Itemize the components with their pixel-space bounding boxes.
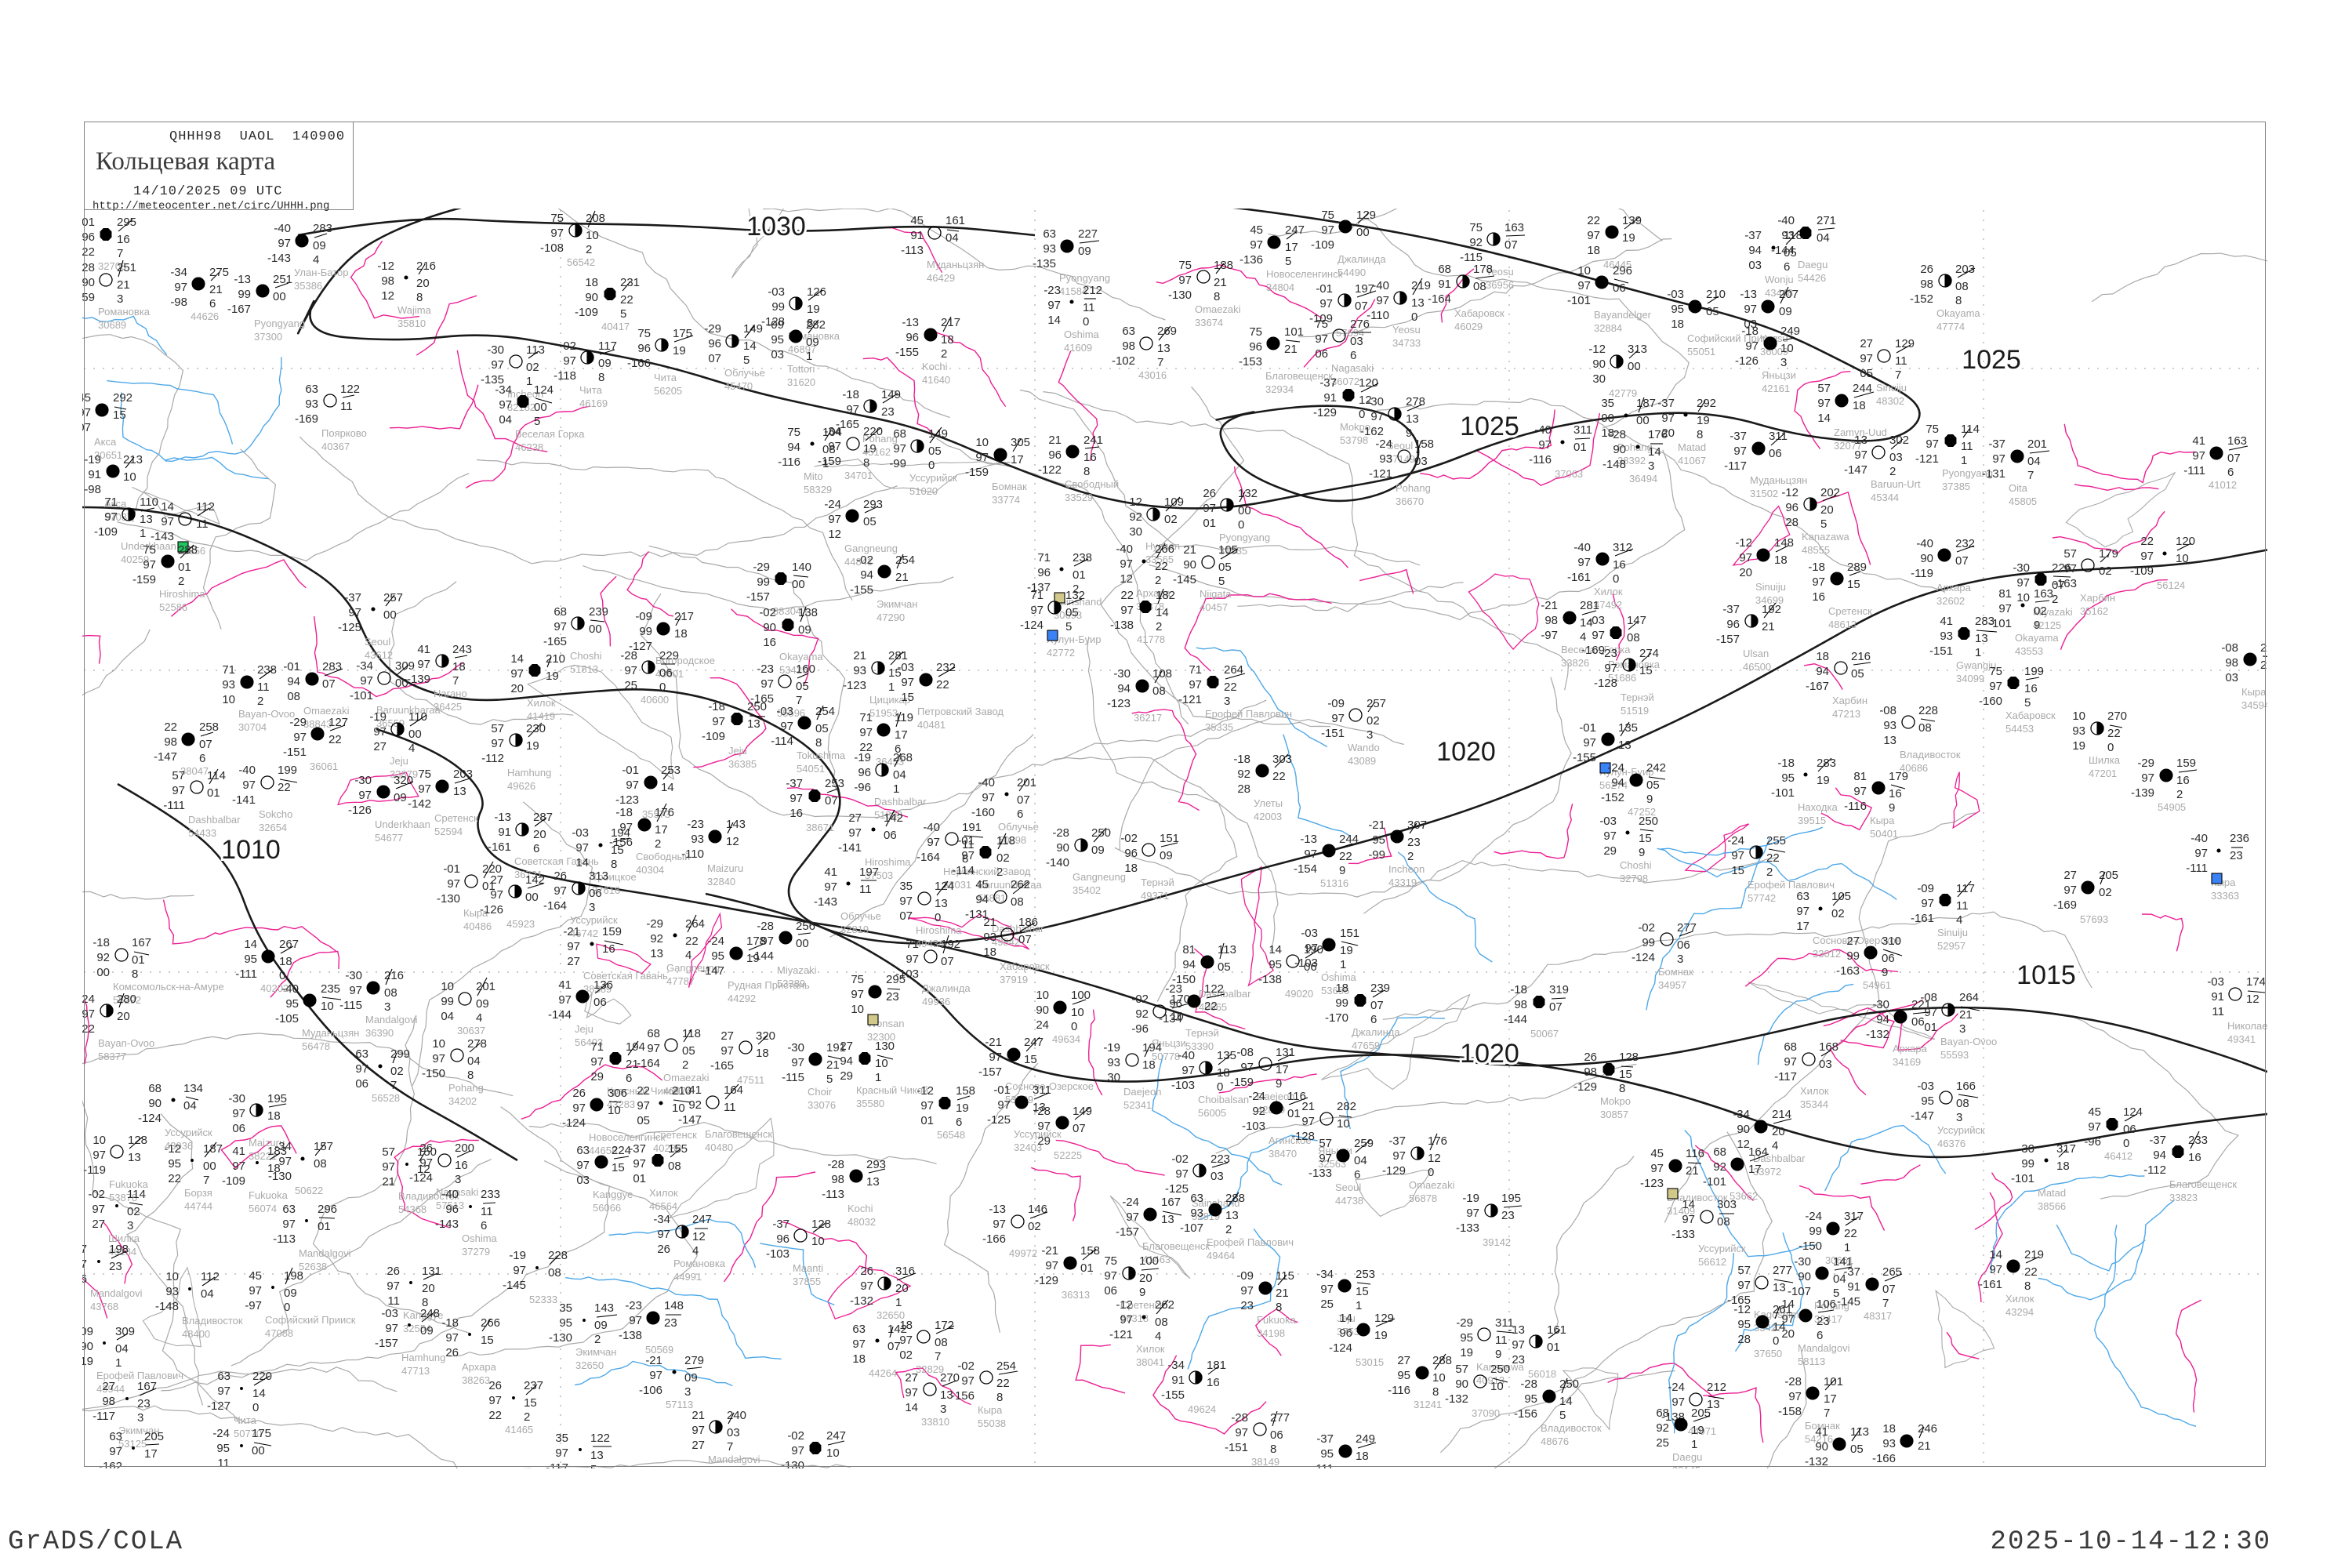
svg-text:38483: 38483 xyxy=(1899,1480,1927,1492)
svg-text:Свободный: Свободный xyxy=(1831,1470,1886,1482)
svg-text:57151: 57151 xyxy=(1831,1483,1860,1495)
svg-text:47419: 47419 xyxy=(572,1490,600,1501)
svg-text:Шилка: Шилка xyxy=(572,1476,604,1488)
svg-text:56675: 56675 xyxy=(708,1467,736,1479)
svg-text:Omaezaki: Omaezaki xyxy=(1337,1477,1383,1489)
svg-text:40471: 40471 xyxy=(233,1485,261,1497)
svg-text:34527: 34527 xyxy=(808,1487,836,1499)
svg-text:Hyesan: Hyesan xyxy=(125,1475,160,1486)
svg-text:Кыра: Кыра xyxy=(808,1474,833,1486)
svg-text:Pyongyang: Pyongyang xyxy=(233,1472,284,1483)
svg-text:Муданьцзян: Муданьцзян xyxy=(1899,1467,1956,1479)
svg-text:40937: 40937 xyxy=(125,1488,154,1500)
svg-text:31825: 31825 xyxy=(1337,1490,1365,1502)
